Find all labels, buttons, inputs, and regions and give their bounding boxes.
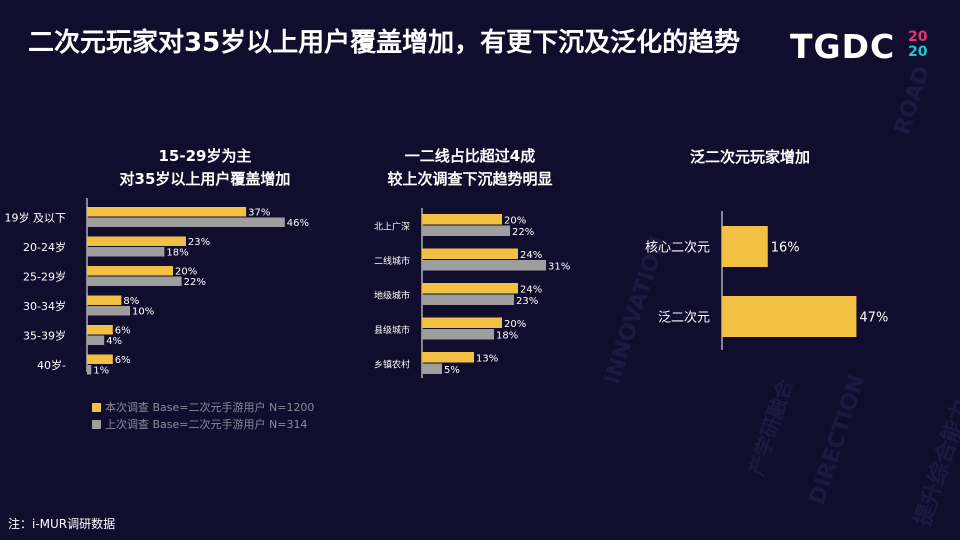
age-chart-bar-previous (87, 276, 182, 286)
age-chart-value-label-current: 37% (248, 208, 270, 219)
chart3-title: 泛二次元玩家增加 (660, 146, 840, 169)
chart3-title-line1: 泛二次元玩家增加 (689, 148, 810, 166)
legend-swatch-previous (92, 420, 101, 429)
city-chart-value-label-previous: 22% (512, 227, 534, 238)
age-chart-bar-current (87, 295, 122, 305)
city-chart-category-label: 地级城市 (374, 290, 410, 302)
chart2-title-line2: 较上次调查下沉趋势明显 (387, 170, 553, 188)
player-type-value-label: 16% (771, 241, 800, 256)
age-chart-value-label-current: 6% (115, 355, 131, 366)
age-chart-value-label-previous: 46% (287, 218, 309, 229)
age-chart-category-label: 19岁 及以下 (5, 211, 67, 225)
city-chart-value-label-previous: 31% (548, 262, 570, 273)
city-chart-value-label-current: 20% (504, 216, 526, 227)
age-chart-category-label: 35-39岁 (23, 329, 66, 343)
city-chart-bar-current (422, 352, 474, 363)
city-chart-bar-current (422, 214, 502, 225)
age-chart-bar-current (87, 236, 186, 246)
age-chart-value-label-current: 20% (175, 267, 197, 278)
city-chart-bar-current (422, 248, 518, 259)
city-chart-bar-previous (422, 225, 510, 236)
age-chart-category-label: 20-24岁 (23, 240, 66, 254)
age-chart-bar-current (87, 325, 113, 335)
age-chart-value-label-previous: 18% (166, 248, 188, 259)
city-chart-value-label-previous: 18% (496, 331, 518, 342)
age-chart-bar-current (87, 354, 113, 364)
age-chart-bar-previous (87, 306, 130, 316)
age-chart-bar-previous (87, 217, 285, 227)
age-chart-bar-previous (87, 365, 92, 375)
city-chart-bar-previous (422, 294, 514, 305)
legend-swatch-current (92, 403, 101, 412)
legend: 本次调查 Base=二次元手游用户 N=1200 上次调查 Base=二次元手游… (92, 399, 314, 433)
age-chart-bar-previous (87, 335, 105, 345)
chart1-title: 15-29岁为主 对35岁以上用户覆盖增加 (90, 145, 320, 191)
age-chart-value-label-current: 8% (123, 296, 139, 307)
city-chart-value-label-current: 20% (504, 319, 526, 330)
player-type-value-label: 47% (859, 311, 888, 326)
legend-label-current: 本次调查 Base=二次元手游用户 N=1200 (105, 401, 315, 414)
legend-item-previous: 上次调查 Base=二次元手游用户 N=314 (92, 416, 314, 433)
city-chart-bar-previous (422, 363, 442, 374)
age-chart-category-label: 25-29岁 (23, 270, 66, 284)
logo-year-bottom: 20 (908, 44, 928, 60)
city-chart-bar-current (422, 283, 518, 294)
age-chart-bar-previous (87, 247, 165, 257)
city-chart-value-label-current: 24% (520, 250, 542, 261)
legend-label-previous: 上次调查 Base=二次元手游用户 N=314 (105, 418, 308, 431)
page-title: 二次元玩家对35岁以上用户覆盖增加，有更下沉及泛化的趋势 (28, 28, 741, 58)
player-type-bar-current (722, 296, 857, 337)
chart1-title-line2: 对35岁以上用户覆盖增加 (119, 170, 291, 188)
city-chart-value-label-previous: 5% (444, 365, 460, 376)
city-chart-value-label-current: 13% (476, 354, 498, 365)
player-type-category-label: 核心二次元 (645, 240, 710, 256)
city-chart-category-label: 县级城市 (374, 324, 410, 336)
city-chart-bar-previous (422, 329, 494, 340)
chart2-title-line1: 一二线占比超过4成 (404, 147, 536, 165)
player-type-category-label: 泛二次元 (658, 310, 710, 326)
footnote: 注：i-MUR调研数据 (8, 517, 116, 531)
city-chart-bar-previous (422, 260, 546, 271)
age-chart-category-label: 30-34岁 (23, 299, 66, 313)
age-chart-bar-current (87, 266, 173, 276)
age-chart-value-label-previous: 22% (184, 277, 206, 288)
city-chart-bar-current (422, 317, 502, 328)
age-chart-value-label-current: 23% (188, 237, 210, 248)
chart1-title-line1: 15-29岁为主 (158, 147, 252, 165)
age-chart-bar-current (87, 207, 247, 217)
player-type-bar-current (722, 226, 768, 267)
chart2-title: 一二线占比超过4成 较上次调查下沉趋势明显 (350, 145, 590, 191)
city-chart-category-label: 二线城市 (374, 255, 410, 267)
age-chart-category-label: 40岁- (37, 358, 66, 372)
city-chart-value-label-current: 24% (520, 285, 542, 296)
logo-year: 20 20 (908, 30, 927, 60)
legend-item-current: 本次调查 Base=二次元手游用户 N=1200 (92, 399, 314, 416)
city-chart-category-label: 北上广深 (374, 221, 410, 233)
age-chart-value-label-current: 6% (115, 326, 131, 337)
age-chart-value-label-previous: 4% (106, 336, 122, 347)
city-chart-category-label: 乡镇农村 (374, 359, 410, 371)
logo-year-top: 20 (908, 29, 928, 45)
city-chart-value-label-previous: 23% (516, 296, 538, 307)
logo-text: TGDC (790, 27, 896, 66)
age-chart-value-label-previous: 1% (93, 366, 109, 377)
age-chart-value-label-previous: 10% (132, 307, 154, 318)
